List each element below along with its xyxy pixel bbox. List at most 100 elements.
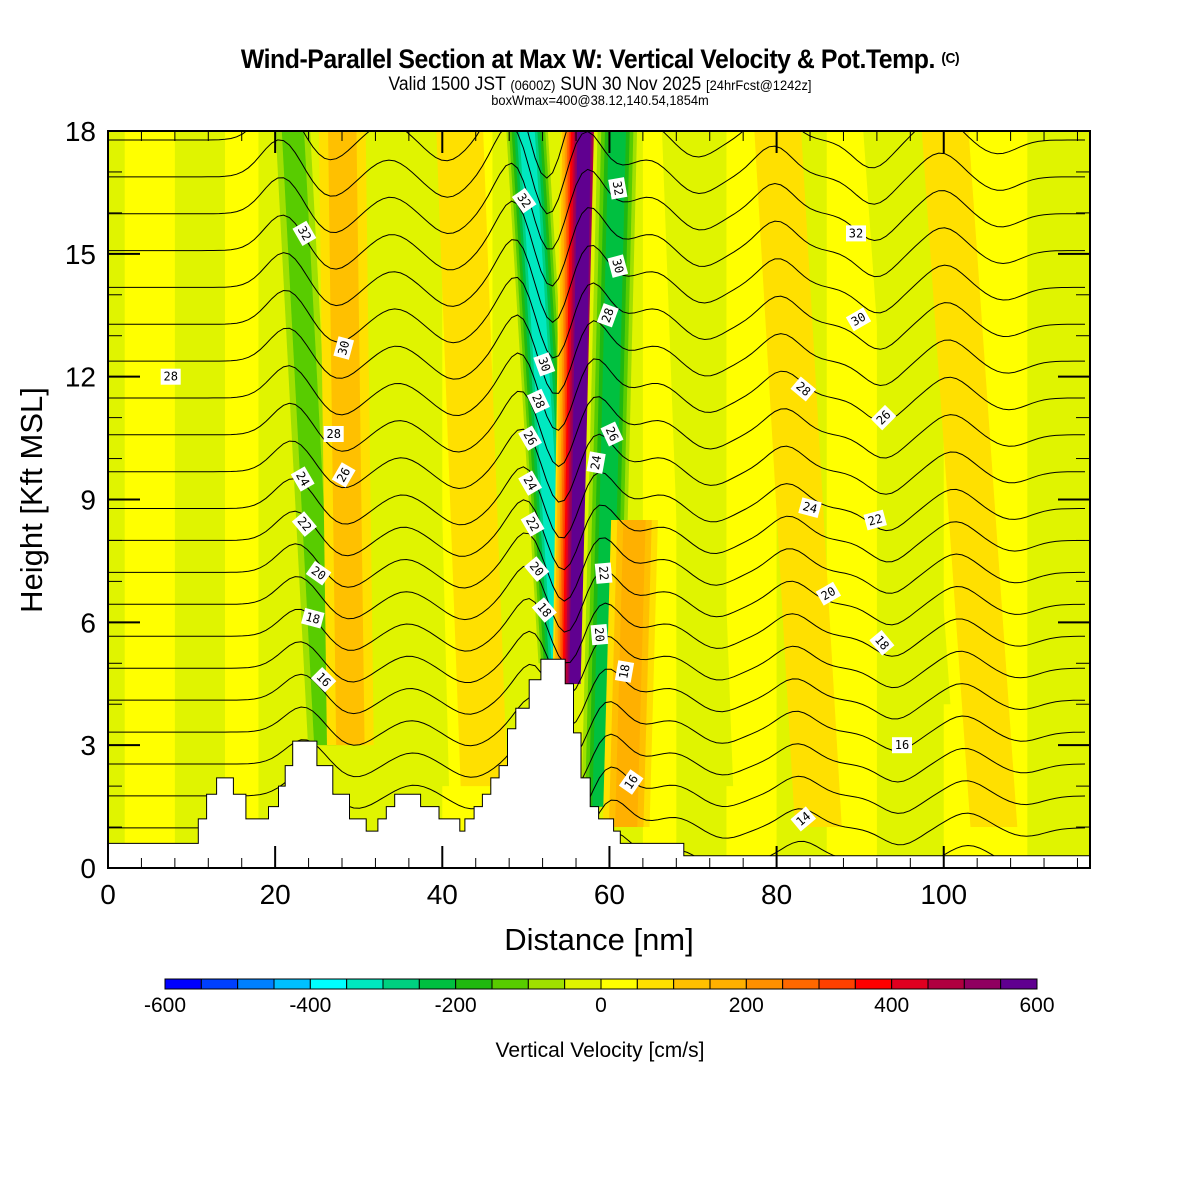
- contour-label: 18: [869, 629, 895, 656]
- contour-label-text: 22: [866, 511, 884, 528]
- contour-label: 30: [845, 307, 872, 332]
- contour-label-text: 20: [309, 563, 329, 583]
- contour-label: 24: [798, 497, 822, 519]
- colorbar-swatch: [927, 978, 965, 990]
- contour-label-text: 26: [520, 428, 539, 448]
- y-tick-label: 0: [80, 853, 96, 884]
- contour-label-text: 32: [514, 191, 534, 211]
- contour-label-bg: [301, 607, 325, 629]
- isentrope-32: [108, 162, 1085, 250]
- contour-label: 28: [790, 376, 817, 402]
- colorbar-swatch: [237, 978, 275, 990]
- contour-label: 26: [870, 404, 897, 431]
- contour-label-bg: [892, 737, 912, 754]
- contour-label: 18: [614, 660, 635, 683]
- contour-label: 28: [526, 388, 550, 414]
- contour-label: 32: [608, 177, 628, 200]
- isentropes: [108, 131, 1086, 868]
- contour-label: 22: [863, 509, 887, 531]
- contour-label: 20: [815, 581, 842, 606]
- contour-label-text: 28: [163, 370, 177, 384]
- contour-label-text: 24: [520, 473, 539, 493]
- contour-label-text: 16: [621, 772, 641, 792]
- contour-label-text: 30: [609, 257, 626, 275]
- isentrope-26: [108, 390, 1085, 468]
- velocity-band: [328, 131, 365, 746]
- contour-label-bg: [790, 806, 817, 832]
- colorbar-swatch: [382, 978, 420, 990]
- contour-label-text: 20: [592, 627, 607, 643]
- contour-label-bg: [845, 307, 872, 332]
- contour-label-text: 24: [801, 499, 819, 516]
- colorbar-swatch: [782, 978, 820, 990]
- contour-label: 30: [607, 254, 629, 278]
- contour-label-text: 32: [295, 224, 314, 244]
- contour-label-bg: [790, 376, 817, 402]
- contour-label: 30: [333, 336, 355, 360]
- velocity-band: [436, 131, 508, 787]
- contour-label: 16: [618, 769, 644, 795]
- contour-label: 14: [790, 806, 817, 832]
- isentrope-23: [108, 499, 1085, 571]
- contour-label-text: 18: [304, 610, 322, 627]
- colorbar-swatch: [673, 978, 711, 990]
- terrain: [108, 658, 1090, 868]
- colorbar-swatch: [200, 978, 239, 990]
- valid-date: SUN 30 Nov 2025: [560, 74, 702, 95]
- colorbar-swatch: [1000, 978, 1038, 990]
- x-axis-title: Distance [nm]: [504, 922, 694, 957]
- isentrope-25: [108, 428, 1085, 503]
- y-tick-label: 9: [80, 485, 96, 516]
- x-tick-label: 80: [761, 879, 792, 910]
- contour-label-bg: [520, 511, 545, 537]
- contour-label-bg: [815, 581, 842, 606]
- contour-label: 22: [520, 511, 545, 537]
- contour-label-text: 30: [335, 339, 352, 357]
- box-info: boxWmax=400@38.12,140.54,1854m: [491, 92, 709, 108]
- colorbar-tick-label: -400: [289, 994, 331, 1017]
- contour-label-text: 28: [529, 392, 548, 411]
- chart-title-main: Wind-Parallel Section at Max W: Vertical…: [240, 44, 936, 74]
- velocity-band: [754, 131, 842, 828]
- contour-label-bg: [870, 404, 897, 431]
- contour-label: 18: [531, 597, 557, 623]
- contour-label: 22: [594, 562, 613, 584]
- x-tick-label: 100: [920, 879, 967, 910]
- isentrope-31: [108, 200, 1085, 287]
- colorbar-swatch: [309, 978, 348, 990]
- contour-label-bg: [310, 666, 337, 693]
- velocity-band: [662, 131, 734, 787]
- isentrope-18: [108, 663, 1085, 727]
- contour-label: 16: [310, 666, 337, 693]
- colorbar-swatch: [346, 978, 384, 990]
- contour-label-bg: [618, 769, 644, 795]
- contour-label-text: 32: [849, 226, 863, 240]
- contour-label-bg: [846, 225, 866, 242]
- contour-label-text: 26: [334, 465, 353, 485]
- velocity-band: [921, 131, 1018, 828]
- contour-label: 26: [600, 421, 624, 447]
- contour-label: 30: [533, 352, 556, 377]
- isentrope-16: [108, 729, 1086, 789]
- contour-label: 24: [518, 470, 543, 496]
- contour-label: 32: [511, 187, 537, 214]
- colorbar-swatch: [273, 978, 311, 990]
- isentrope-15: [108, 762, 1086, 820]
- contour-label-bg: [323, 426, 344, 442]
- contour-label-bg: [524, 556, 550, 582]
- contour-label: 22: [291, 511, 317, 537]
- colorbar-swatch: [418, 978, 457, 990]
- colorbar-swatch: [636, 978, 675, 990]
- contour-label-bg: [331, 462, 356, 488]
- terrain-profile: [108, 658, 1090, 868]
- colorbar-swatch: [891, 978, 929, 990]
- contour-label-text: 28: [599, 306, 617, 324]
- contour-label-bg: [586, 451, 606, 474]
- velocity-band: [281, 131, 337, 746]
- colorbar-title: Vertical Velocity [cm/s]: [496, 1039, 705, 1062]
- valid-time: Valid 1500 JST: [388, 74, 506, 95]
- contour-label: 28: [596, 303, 619, 328]
- contour-label-text: 18: [616, 663, 632, 680]
- y-tick-label: 18: [65, 116, 96, 147]
- contour-label-bg: [590, 623, 609, 646]
